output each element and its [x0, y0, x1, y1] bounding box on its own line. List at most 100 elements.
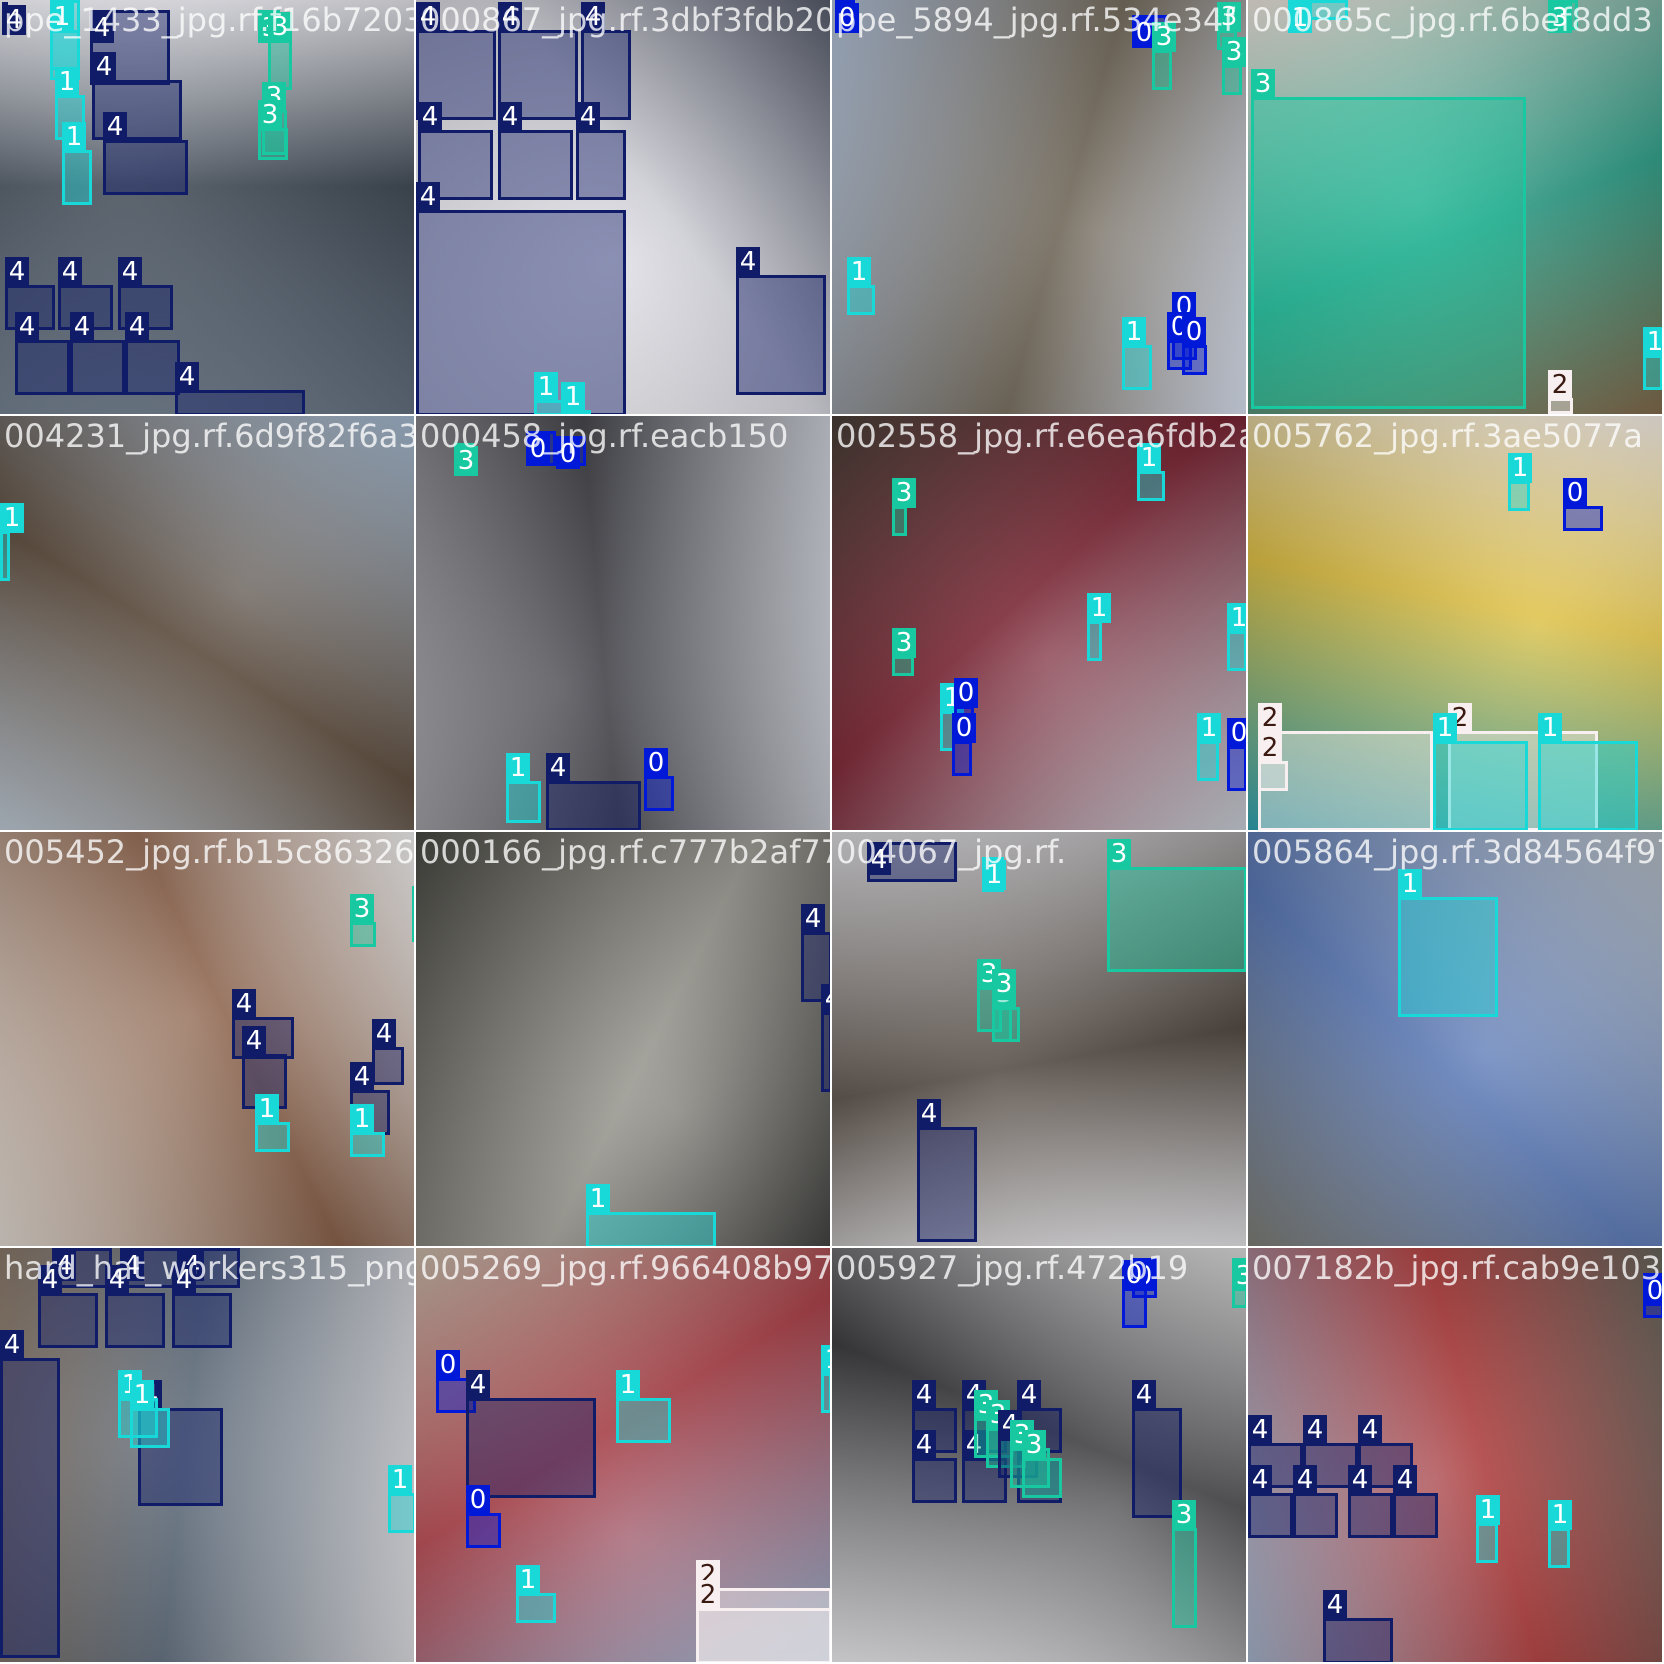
detection-box: 3: [892, 478, 916, 536]
detection-box: 1: [130, 1380, 170, 1448]
class-label: 1: [1227, 603, 1246, 633]
detection-box: 3: [268, 12, 292, 90]
segmentation-mask: [391, 1496, 413, 1530]
detection-box: 0: [556, 436, 586, 469]
class-label: 3: [412, 886, 414, 916]
class-label: 4: [92, 52, 116, 82]
tile-filename: 005864_jpg.rf.3d84564f977: [1252, 833, 1664, 871]
detection-box: 1: [847, 257, 875, 315]
detection-box: 3: [1107, 839, 1246, 972]
class-label: 3: [892, 478, 916, 508]
class-label: 0: [644, 748, 668, 778]
detection-box: 1: [1197, 713, 1221, 781]
segmentation-mask: [108, 1296, 162, 1345]
detection-box: 0: [952, 713, 976, 776]
detection-box: 1: [1398, 869, 1498, 1017]
segmentation-mask: [1110, 870, 1244, 969]
scene-image: [832, 832, 1246, 1246]
segmentation-mask: [133, 1411, 167, 1445]
mosaic-tile: 000865c_jpg.rf.6bef8dd3 1 3 3 1 2: [1248, 0, 1664, 416]
class-label: 1: [534, 372, 558, 402]
scene-image: [1248, 832, 1662, 1246]
mosaic-tile: 000867_jpg.rf.3dbf3fdb2031b44444444411: [416, 0, 832, 416]
detection-box: 1: [350, 1104, 385, 1157]
segmentation-mask: [1551, 401, 1570, 411]
class-label: 3: [454, 446, 478, 476]
detection-box: 4: [1132, 1380, 1182, 1518]
tile-filename: 004067_jpg.rf.: [836, 833, 1067, 871]
class-label: 0: [1227, 718, 1246, 748]
class-label: 4: [1303, 1415, 1327, 1445]
segmentation-mask: [375, 1050, 401, 1082]
class-label: 1: [1548, 1500, 1572, 1530]
class-label: 4: [1293, 1465, 1317, 1495]
segmentation-mask: [1135, 1411, 1179, 1515]
segmentation-mask: [419, 213, 623, 413]
detection-box: 4: [1248, 1465, 1293, 1538]
scene-image: [832, 0, 1246, 414]
segmentation-mask: [353, 925, 373, 944]
class-label: 4: [5, 257, 29, 287]
class-label: 1: [1643, 327, 1662, 357]
detection-box: 4: [125, 312, 180, 395]
class-label: 4: [105, 1265, 129, 1295]
class-label: 4: [1248, 1465, 1272, 1495]
detection-box: 2: [1258, 703, 1433, 830]
detection-box: 1: [1227, 603, 1246, 671]
class-label: 4: [232, 989, 256, 1019]
mosaic-tile: 000166_jpg.rf.c777b2af77d4 4 4 1: [416, 832, 832, 1248]
class-label: 1: [55, 67, 79, 97]
scene-image: [1248, 416, 1662, 830]
segmentation-mask: [65, 153, 89, 202]
segmentation-mask: [1261, 734, 1430, 828]
detection-box: 1: [1476, 1495, 1500, 1563]
detection-box: 4: [546, 753, 641, 830]
segmentation-mask: [699, 1611, 829, 1661]
detection-box: 3: [1232, 1258, 1246, 1308]
class-label: 4: [736, 247, 760, 277]
segmentation-mask: [1451, 734, 1595, 828]
scene-image: [1248, 1248, 1662, 1662]
class-label: 3: [1152, 22, 1176, 52]
class-label: 0: [952, 713, 976, 743]
segmentation-mask: [995, 1000, 1009, 1039]
detection-box: 0: [835, 0, 859, 33]
detection-box: 4: [498, 2, 578, 120]
class-label: 4: [416, 2, 440, 32]
detection-box: 4: [175, 362, 305, 414]
class-label: 1: [130, 1380, 154, 1410]
class-label: 1: [821, 1345, 830, 1375]
segmentation-mask: [1351, 1496, 1390, 1535]
tile-filename: 005452_jpg.rf.b15c86326ed: [4, 833, 416, 871]
class-label: 0: [526, 434, 550, 464]
detection-box: 0: [1227, 718, 1246, 791]
class-label: 3: [1172, 1500, 1196, 1530]
detection-box: 4: [2, 2, 26, 35]
segmentation-mask: [1025, 1461, 1059, 1495]
class-label: 4: [1358, 1415, 1382, 1445]
class-label: 4: [546, 753, 570, 783]
tile-filename: 005269_jpg.rf.966408b97e40fd: [420, 1249, 832, 1287]
class-label: 1: [1508, 453, 1532, 483]
segmentation-mask: [1230, 634, 1244, 668]
segmentation-mask: [1020, 1461, 1059, 1500]
segmentation-mask: [141, 1411, 220, 1503]
detection-box: 4: [581, 2, 631, 120]
detection-box: 1: [1643, 327, 1662, 390]
tile-filename: hard_hat_workers315_png.rf: [4, 1249, 416, 1287]
scene-image: [416, 832, 830, 1246]
class-label: 3: [258, 100, 282, 130]
tile-filename: 000865c_jpg.rf.6bef8dd3: [1252, 1, 1653, 39]
segmentation-mask: [128, 343, 177, 392]
segmentation-mask: [258, 1125, 287, 1149]
class-label: 1: [847, 257, 871, 287]
class-label: 4: [912, 1430, 936, 1460]
segmentation-mask: [519, 1596, 553, 1620]
segmentation-mask: [1185, 348, 1204, 372]
segmentation-mask: [73, 343, 122, 392]
segmentation-mask: [106, 143, 185, 192]
class-label: 4: [498, 2, 522, 32]
class-label: 4: [0, 1330, 24, 1360]
detection-box: 3: [454, 443, 478, 476]
